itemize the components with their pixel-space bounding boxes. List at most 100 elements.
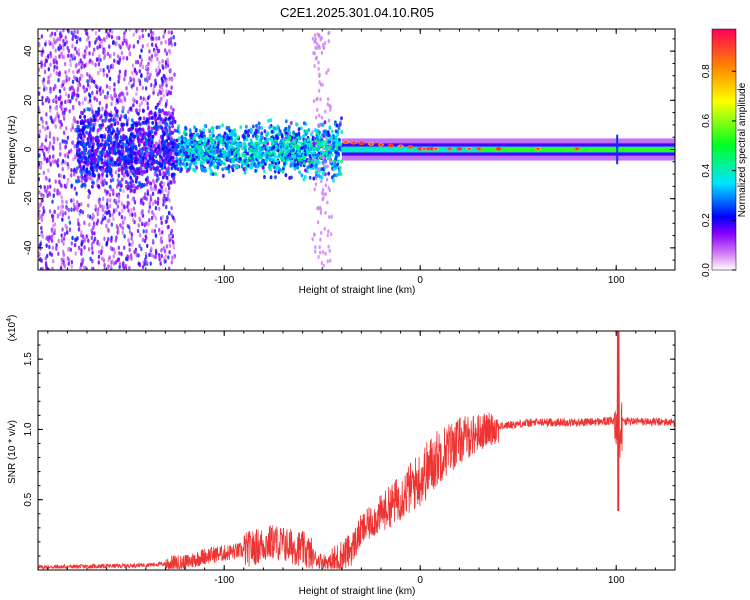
spectrogram-cell — [92, 225, 95, 231]
spectrogram-peak-core — [497, 147, 500, 150]
spectrogram-cell — [312, 50, 315, 55]
spectrogram-cell — [46, 53, 50, 59]
spectrogram-cell — [45, 134, 48, 139]
spectrogram-cell — [52, 146, 55, 151]
spectrogram-cell — [167, 30, 170, 35]
spectrogram-cell — [124, 72, 127, 77]
spectrogram-cell — [295, 122, 298, 127]
spectrogram-cell — [233, 153, 237, 156]
spectrogram-cell — [126, 204, 129, 209]
spectrogram-cell — [146, 105, 150, 111]
spectrogram-cell — [150, 130, 154, 135]
spectrogram-cell — [146, 243, 149, 249]
spectrogram-cell — [301, 145, 304, 150]
spectrogram-cell — [203, 123, 207, 128]
spectrogram-cell — [296, 165, 300, 170]
spectrogram-cell — [195, 153, 199, 157]
spectrogram-cell — [80, 230, 83, 235]
spectrogram-cell — [112, 191, 115, 197]
spectrogram-cell — [58, 89, 62, 94]
spectrogram-cell — [324, 251, 327, 256]
spectrogram-cell — [195, 165, 199, 170]
spectrogram-cell — [134, 160, 138, 165]
spectrogram-cell — [329, 104, 332, 109]
spectrogram-cell — [160, 220, 163, 225]
spectrogram-cell — [192, 147, 196, 151]
spectrogram-peak-core — [399, 145, 402, 148]
spectrogram-cell — [91, 60, 94, 66]
spectrogram-cell — [106, 90, 110, 96]
spectrogram-cell — [307, 144, 311, 147]
spectrogram-cell — [137, 137, 141, 142]
spectrogram-cell — [105, 240, 109, 246]
spectrogram-cell — [109, 64, 112, 70]
spectrogram-cell — [85, 234, 88, 239]
spectrogram-cell — [161, 146, 165, 151]
spectrogram-cell — [296, 136, 300, 139]
spectrogram-cell — [103, 48, 106, 54]
spectrogram-cell — [128, 29, 131, 32]
spectrogram-cell — [189, 162, 192, 167]
spectrogram-cell — [55, 71, 58, 76]
spectrogram-x-label: Height of straight line (km) — [299, 285, 416, 296]
spectrogram-cell — [334, 129, 338, 134]
spectrogram-cell — [149, 72, 152, 77]
spectrogram-cell — [158, 231, 162, 236]
spectrogram-cell — [135, 108, 138, 113]
spectrogram-cell — [148, 204, 152, 210]
spectrogram-cell — [122, 135, 125, 140]
snr-x-tick-label: 100 — [608, 575, 625, 586]
spectrogram-cell — [186, 158, 190, 162]
spectrogram-cell — [143, 261, 147, 267]
spectrogram-cell — [136, 185, 139, 190]
spectrogram-cell — [314, 245, 317, 250]
spectrogram-cell — [296, 140, 300, 144]
spectrogram-cell — [223, 131, 227, 136]
spectrogram-cell — [163, 79, 166, 84]
spectrogram-cell — [326, 200, 329, 205]
spectrogram-cell — [121, 230, 125, 235]
spectrogram-cell — [284, 119, 288, 124]
spectrogram-cell — [108, 112, 111, 117]
spectrogram-cell — [78, 212, 81, 217]
snr-series-line — [38, 331, 675, 570]
spectrogram-cell — [199, 154, 203, 158]
spectrogram-cell — [286, 159, 290, 162]
spectrogram-cell — [211, 171, 215, 176]
spectrogram-cell — [270, 129, 274, 134]
spectrogram-cell — [318, 144, 322, 148]
spectrogram-cell — [159, 90, 162, 95]
spectrogram-cell — [83, 87, 87, 92]
spectrogram-cell — [167, 136, 171, 141]
spectrogram-cell — [59, 152, 62, 157]
spectrogram-cell — [153, 229, 157, 234]
spectrogram-cell — [207, 128, 211, 133]
spectrogram-cell — [64, 144, 68, 149]
colorbar-label: Normalized spectral amplitude — [737, 82, 748, 217]
spectrogram-cell — [336, 162, 340, 167]
spectrogram-cell — [81, 100, 84, 106]
spectrogram-cell — [156, 176, 160, 181]
spectrogram-cell — [338, 169, 341, 174]
spectrogram-cell — [99, 91, 102, 97]
snr-x-tick-label: 0 — [417, 575, 423, 586]
spectrogram-cell — [141, 85, 145, 91]
spectrogram-cell — [192, 137, 196, 141]
spectrogram-cell — [257, 150, 260, 155]
spectrogram-cell — [145, 148, 149, 153]
spectrogram-cell — [120, 99, 124, 104]
spectrogram-cell — [164, 103, 168, 109]
spectrogram-cell — [115, 35, 119, 41]
spectrogram-cell — [318, 113, 321, 118]
spectrogram-cell — [60, 238, 64, 243]
spectrogram-cell — [79, 164, 82, 169]
spectrogram-cell — [210, 131, 214, 136]
spectrogram-peak-core — [426, 147, 430, 150]
spectrogram-peak-core — [360, 142, 363, 145]
spectrogram-cell — [188, 128, 192, 133]
spectrogram-cell — [121, 109, 125, 114]
spectrogram-cell — [202, 156, 206, 160]
spectrogram-cell — [62, 38, 65, 44]
spectrogram-cell — [83, 160, 87, 165]
